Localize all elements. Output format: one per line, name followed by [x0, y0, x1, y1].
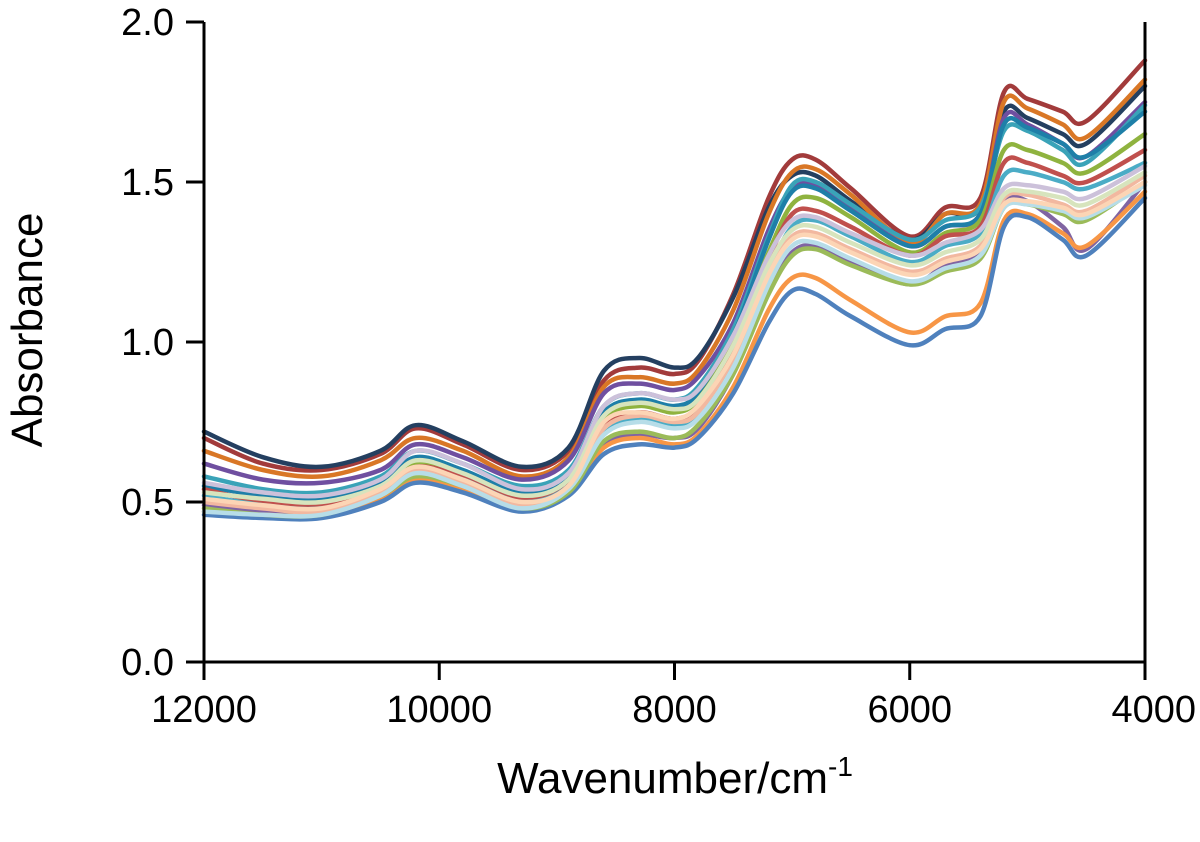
- series-line-11: [201, 189, 1148, 519]
- y-tick-label-3: 1.0: [121, 322, 174, 364]
- y-tick-label-5: 2.0: [121, 2, 174, 44]
- series-line-4: [201, 99, 1148, 486]
- y-axis-title: Absorbance: [3, 213, 52, 448]
- ticks-layer: 0.0 0.5 1.0 1.5 2.0 12000 10000 8000 6000 4000: [121, 2, 1196, 731]
- y-tick-label-2: 0.5: [121, 482, 174, 524]
- x-axis-title: Wavenumber/cm-1: [497, 751, 853, 803]
- x-tick-label-5: 4000: [1111, 689, 1196, 731]
- x-tick-label-4: 6000: [867, 689, 952, 731]
- series-line-12: [201, 195, 1148, 522]
- series-line-9: [201, 160, 1148, 512]
- series-line-2: [201, 83, 1148, 470]
- x-axis-title-text: Wavenumber/cm: [497, 754, 828, 803]
- y-tick-label-4: 1.5: [121, 162, 174, 204]
- series-layer: [201, 58, 1148, 522]
- x-tick-label-3: 8000: [632, 689, 717, 731]
- series-line-16: [201, 163, 1148, 499]
- series-line-6: [201, 109, 1148, 502]
- y-tick-label-1: 0.0: [121, 642, 174, 684]
- series-line-18: [201, 179, 1148, 512]
- x-tick-label-1: 12000: [151, 689, 257, 731]
- x-tick-label-2: 10000: [386, 689, 492, 731]
- series-line-17: [201, 170, 1148, 505]
- series-line-3: [201, 77, 1148, 480]
- x-axis-title-superscript: -1: [828, 751, 853, 782]
